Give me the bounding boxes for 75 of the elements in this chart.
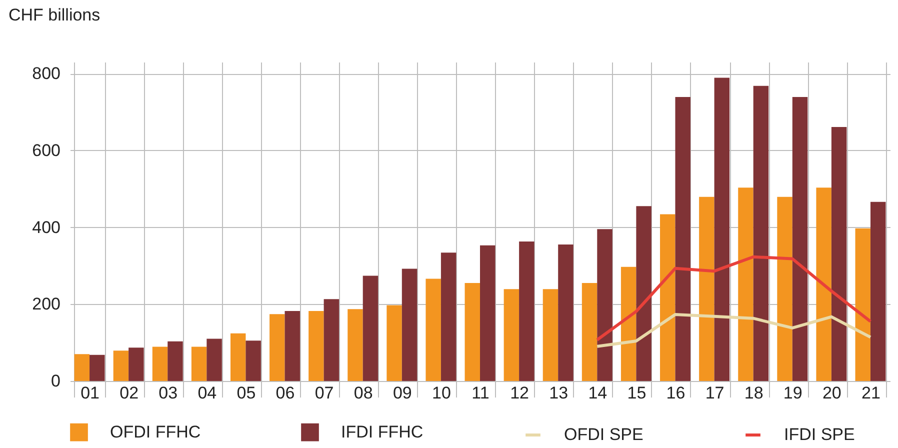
bar: [714, 78, 730, 381]
bar: [464, 282, 480, 381]
bar: [636, 206, 652, 381]
bar: [191, 346, 207, 381]
bar: [74, 354, 90, 381]
x-tick-label: 17: [705, 384, 724, 402]
x-tick-label: 18: [744, 384, 764, 402]
x-tick-label: 08: [354, 384, 373, 402]
bar: [128, 348, 144, 381]
bar: [362, 276, 378, 381]
bar: [152, 346, 168, 381]
x-tick-label: 12: [510, 384, 530, 402]
bar: [324, 299, 340, 381]
bar: [440, 252, 456, 381]
x-tick-label: 07: [314, 384, 334, 402]
x-tick-label: 09: [392, 384, 412, 402]
x-tick-label: 10: [432, 384, 451, 402]
bar: [230, 333, 246, 381]
bar: [660, 214, 676, 381]
bar: [519, 241, 534, 381]
y-tick-label: 600: [32, 140, 60, 160]
x-tick-label: 11: [472, 384, 490, 402]
bar: [168, 341, 183, 381]
x-tick-label: 21: [862, 384, 880, 402]
bar: [206, 338, 222, 381]
bar: [738, 188, 754, 381]
bar: [816, 188, 832, 381]
bar: [308, 311, 324, 381]
x-tick-label: 14: [588, 384, 608, 402]
bar: [480, 245, 496, 381]
bar: [870, 202, 886, 381]
line-series: [596, 313, 872, 348]
y-tick-label: 200: [32, 294, 60, 314]
x-tick-label: 20: [822, 384, 842, 402]
bar: [753, 86, 769, 381]
bar: [792, 96, 808, 381]
bar: [558, 244, 574, 381]
bar: [597, 229, 612, 381]
x-tick-label: 19: [783, 384, 802, 402]
bar: [348, 309, 363, 381]
bar: [582, 282, 598, 381]
bar: [831, 126, 847, 381]
x-tick-label: 13: [549, 384, 568, 402]
x-tick-label: 01: [80, 384, 100, 402]
bar: [113, 350, 129, 381]
y-tick-label: 400: [32, 218, 60, 237]
bar: [284, 311, 300, 381]
bar: [855, 228, 870, 381]
bar: [426, 278, 441, 381]
x-tick-label: 02: [120, 384, 139, 402]
x-tick-label: 05: [236, 384, 256, 402]
x-tick-label: 06: [276, 384, 295, 402]
bar: [90, 354, 105, 381]
y-tick-label: 800: [32, 64, 60, 84]
legend-label: OFDI SPE: [564, 425, 644, 444]
bar: [699, 196, 714, 381]
line-series: [596, 255, 872, 342]
bar: [504, 289, 520, 381]
bar: [270, 314, 285, 381]
y-axis-title: CHF billions: [8, 6, 100, 24]
legend-label: OFDI FFHC: [110, 422, 201, 442]
bar: [386, 305, 402, 381]
bar: [675, 96, 690, 381]
bar: [620, 266, 636, 381]
legend-label: IFDI SPE: [784, 425, 855, 444]
bar: [542, 289, 558, 381]
bar: [246, 340, 261, 381]
x-tick-label: 16: [666, 384, 686, 402]
y-tick-label: 0: [51, 372, 60, 390]
bar: [402, 268, 418, 381]
x-tick-label: 03: [158, 384, 178, 402]
legend-label: IFDI FFHC: [341, 422, 424, 442]
x-tick-label: 15: [627, 384, 646, 402]
x-tick-label: 04: [198, 384, 217, 402]
bar: [777, 196, 792, 381]
